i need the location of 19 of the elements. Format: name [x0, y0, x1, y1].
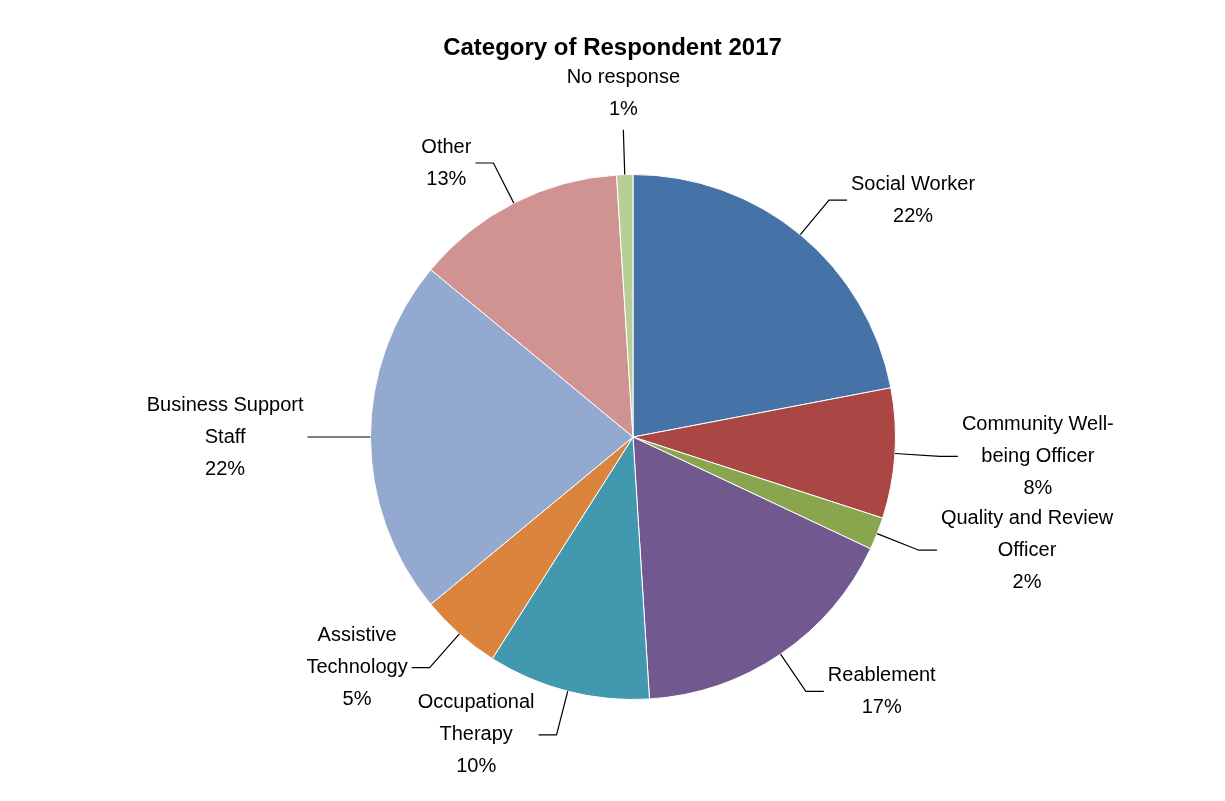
data-label: 17%: [861, 694, 902, 717]
slice-label: Reablement: [827, 662, 937, 685]
data-label: 22%: [205, 456, 246, 479]
data-label: 10%: [456, 754, 497, 777]
data-label: 22%: [893, 203, 934, 226]
data-label: 2%: [1012, 569, 1042, 592]
slice-label: Quality and Review Officer: [940, 505, 1114, 560]
data-label: 5%: [342, 687, 372, 710]
chart-title: Category of Respondent 2017: [443, 32, 782, 60]
slice-label: Other: [421, 134, 472, 157]
slice-label: Social Worker: [851, 171, 976, 194]
slice-label: No response: [566, 65, 681, 88]
data-label: 1%: [608, 97, 639, 120]
slice-label: Occupational Therapy: [417, 690, 535, 745]
slice-label: Assistive Technology: [306, 623, 408, 678]
slice-label: Business Support Staff: [146, 392, 304, 447]
slice-label: Community Well-being Officer: [961, 411, 1114, 466]
data-label: 8%: [1023, 475, 1053, 498]
data-label: 13%: [426, 166, 467, 189]
